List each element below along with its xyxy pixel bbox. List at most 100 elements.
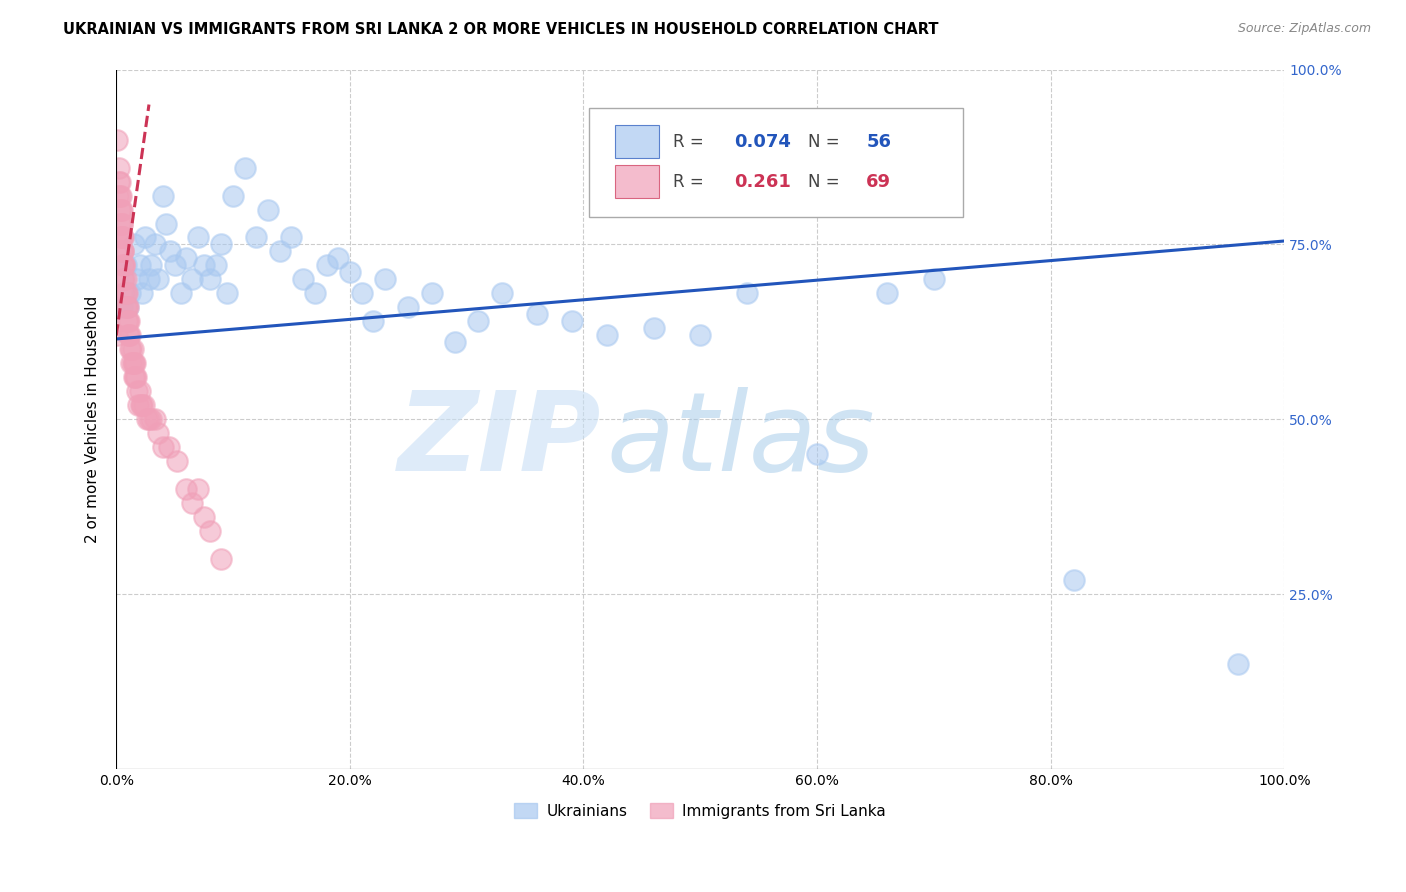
Point (120, 328, 142, 343)
Point (118, 314, 141, 328)
Point (114, 286, 136, 301)
Text: N =: N = (807, 172, 845, 191)
Point (217, 286, 239, 301)
Point (374, 272, 396, 286)
Point (304, 286, 326, 301)
Text: 56: 56 (866, 133, 891, 151)
Point (876, 286, 898, 301)
Point (222, 188, 245, 202)
Point (110, 230, 132, 244)
Point (280, 230, 302, 244)
Point (108, 174, 131, 188)
Text: 69: 69 (866, 172, 891, 191)
Point (467, 314, 489, 328)
Point (122, 370, 145, 384)
FancyBboxPatch shape (589, 108, 963, 217)
Text: N =: N = (807, 133, 845, 151)
Point (209, 237, 232, 252)
Point (127, 272, 149, 286)
Point (328, 252, 350, 266)
Point (233, 161, 256, 175)
Point (107, 132, 129, 146)
Point (169, 286, 191, 301)
Point (120, 343, 142, 357)
Point (120, 343, 142, 357)
Text: ZIP: ZIP (398, 387, 600, 494)
Point (111, 202, 134, 217)
Point (187, 483, 209, 497)
Point (269, 244, 291, 259)
Point (117, 301, 139, 315)
Point (111, 301, 134, 315)
FancyBboxPatch shape (614, 125, 659, 159)
Point (361, 314, 384, 328)
Point (122, 237, 145, 252)
Point (114, 286, 136, 301)
Point (108, 188, 131, 202)
Point (396, 301, 419, 315)
Point (115, 286, 138, 301)
Point (526, 308, 548, 322)
Text: 0.074: 0.074 (734, 133, 792, 151)
Point (111, 230, 134, 244)
Point (292, 272, 315, 286)
Point (181, 272, 204, 286)
Point (112, 244, 135, 259)
Point (122, 356, 145, 370)
Point (108, 174, 131, 188)
Point (245, 230, 267, 244)
Point (148, 272, 170, 286)
Point (111, 244, 134, 259)
Point (111, 217, 134, 231)
Text: R =: R = (673, 133, 710, 151)
Text: UKRAINIAN VS IMMIGRANTS FROM SRI LANKA 2 OR MORE VEHICLES IN HOUSEHOLD CORRELATI: UKRAINIAN VS IMMIGRANTS FROM SRI LANKA 2… (63, 22, 939, 37)
Point (105, 328, 128, 343)
Point (315, 259, 337, 273)
Point (131, 399, 153, 413)
Point (138, 412, 160, 426)
Point (114, 301, 136, 315)
Point (922, 272, 945, 286)
Point (114, 259, 136, 273)
Point (117, 301, 139, 315)
Point (135, 412, 157, 426)
Point (148, 426, 170, 441)
Point (561, 314, 583, 328)
Point (491, 286, 513, 301)
Point (350, 286, 373, 301)
Point (115, 314, 138, 328)
Point (107, 161, 129, 175)
Point (339, 265, 361, 279)
Point (111, 230, 134, 244)
Point (444, 335, 467, 350)
Point (129, 399, 152, 413)
Point (209, 552, 232, 566)
Point (120, 286, 142, 301)
Point (114, 259, 136, 273)
Point (193, 259, 215, 273)
Point (111, 244, 134, 259)
Point (155, 217, 177, 231)
Point (125, 370, 148, 384)
Point (204, 259, 226, 273)
Point (134, 230, 156, 244)
Point (127, 384, 149, 399)
Point (163, 259, 186, 273)
Point (124, 370, 146, 384)
Legend: Ukrainians, Immigrants from Sri Lanka: Ukrainians, Immigrants from Sri Lanka (508, 797, 893, 824)
Point (141, 259, 163, 273)
Point (1063, 574, 1085, 588)
Point (112, 230, 135, 244)
Point (689, 328, 711, 343)
Point (107, 188, 129, 202)
Point (193, 510, 215, 524)
Point (110, 202, 132, 217)
Point (166, 454, 188, 468)
FancyBboxPatch shape (614, 165, 659, 198)
Point (176, 483, 198, 497)
Point (157, 441, 180, 455)
Point (198, 524, 221, 539)
Text: 0.261: 0.261 (734, 172, 792, 191)
Point (128, 384, 150, 399)
Point (176, 252, 198, 266)
